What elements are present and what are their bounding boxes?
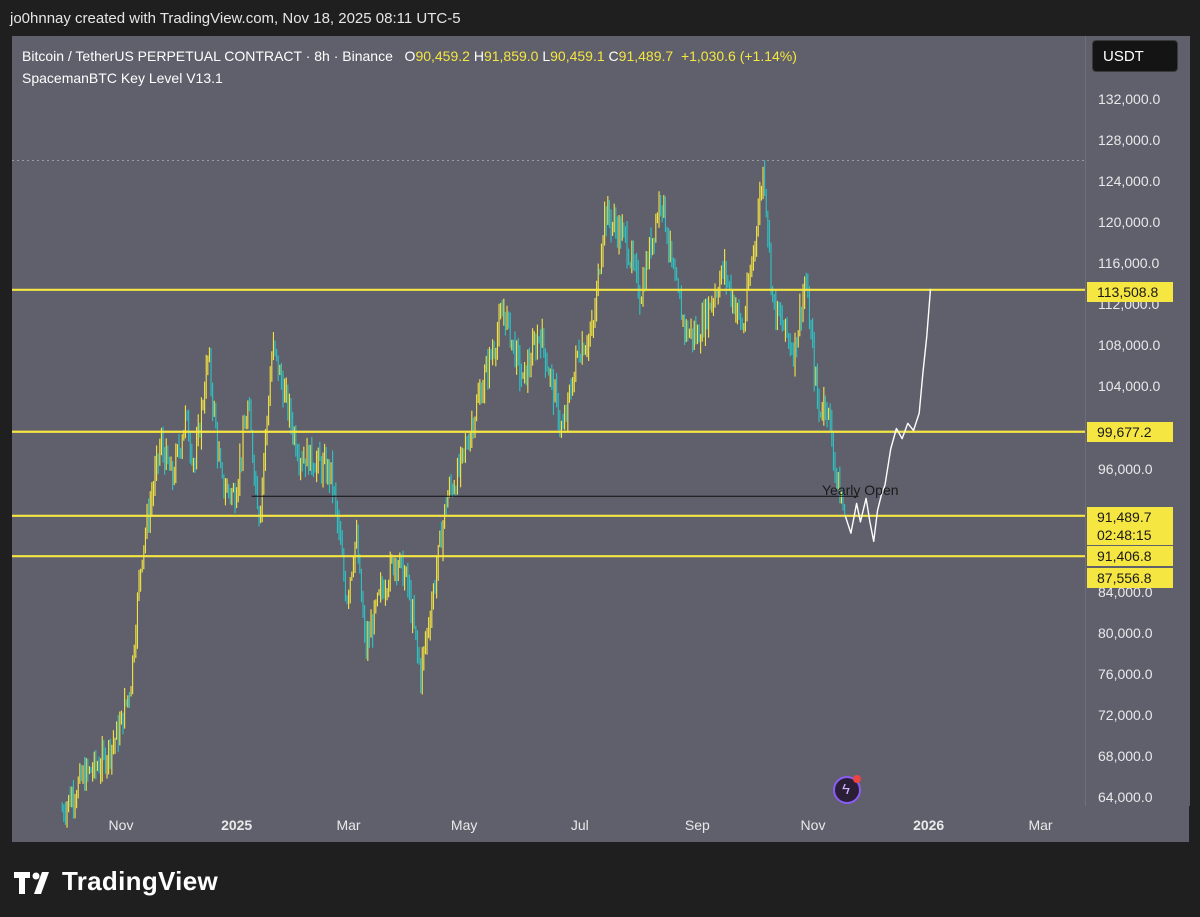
x-tick-label: May	[450, 817, 478, 833]
price-level-badge: 113,508.8	[1087, 282, 1173, 302]
open-label: O	[404, 48, 416, 64]
x-tick-label: Nov	[800, 817, 826, 833]
high-label: H	[473, 48, 484, 64]
y-tick-label: 120,000.0	[1098, 214, 1161, 231]
price-level-badge: 99,677.2	[1087, 422, 1173, 442]
price-level-badge: 91,489.7 02:48:15	[1087, 507, 1173, 545]
x-tick-label: Sep	[684, 817, 710, 833]
price-level-badge: 87,556.8	[1087, 568, 1173, 588]
close-value: 91,489.7	[618, 48, 674, 64]
high-value: 91,859.0	[483, 48, 539, 64]
bar-countdown: 02:48:15	[1097, 527, 1152, 543]
chart-credit: jo0hnnay created with TradingView.com, N…	[10, 10, 461, 27]
price-level-badge: 91,406.8	[1087, 546, 1173, 566]
bolt-glyph: ϟ	[842, 781, 850, 798]
y-tick-label: 96,000.0	[1098, 460, 1153, 477]
y-tick-label: 104,000.0	[1098, 378, 1161, 395]
indicator-name: SpacemanBTC Key Level V13.1	[22, 70, 223, 86]
projection-path	[844, 288, 932, 543]
last-price-value: 91,489.7	[1097, 509, 1152, 525]
x-tick-label: Nov	[108, 817, 134, 833]
x-tick-label: 2025	[221, 817, 253, 833]
y-tick-label: 80,000.0	[1098, 624, 1153, 641]
close-label: C	[608, 48, 619, 64]
x-tick-label: Jul	[570, 817, 589, 833]
y-tick-label: 108,000.0	[1098, 337, 1161, 354]
y-tick-label: 124,000.0	[1098, 173, 1161, 190]
y-tick-label: 132,000.0	[1098, 91, 1161, 107]
open-value: 90,459.2	[415, 48, 470, 64]
tv-logo-icon	[14, 871, 49, 894]
y-tick-label: 72,000.0	[1098, 706, 1153, 723]
symbol-legend: Bitcoin / TetherUS PERPETUAL CONTRACT · …	[22, 48, 797, 64]
tradingview-logo[interactable]: TradingView	[14, 866, 218, 897]
lightning-icon[interactable]: ϟ	[833, 775, 861, 804]
y-tick-label: 64,000.0	[1098, 789, 1153, 805]
price-change: +1,030.6 (+1.14%)	[680, 48, 797, 64]
currency-selector[interactable]: USDT	[1092, 40, 1178, 72]
price-axis[interactable]	[1085, 36, 1190, 806]
x-tick-label: Mar	[336, 817, 361, 833]
x-tick-label: Mar	[1028, 817, 1053, 833]
symbol-title: Bitcoin / TetherUS PERPETUAL CONTRACT · …	[22, 48, 393, 64]
yearly-open-label: Yearly Open	[822, 482, 899, 498]
x-tick-label: 2026	[913, 817, 945, 833]
y-tick-label: 116,000.0	[1098, 255, 1160, 272]
brand-name: TradingView	[62, 866, 218, 896]
y-tick-label: 128,000.0	[1098, 132, 1161, 149]
y-tick-label: 76,000.0	[1098, 665, 1153, 682]
y-tick-label: 68,000.0	[1098, 747, 1153, 764]
low-label: L	[542, 48, 551, 64]
low-value: 90,459.1	[550, 48, 605, 64]
notification-dot	[853, 775, 861, 783]
chart-area[interactable]	[12, 36, 1189, 842]
